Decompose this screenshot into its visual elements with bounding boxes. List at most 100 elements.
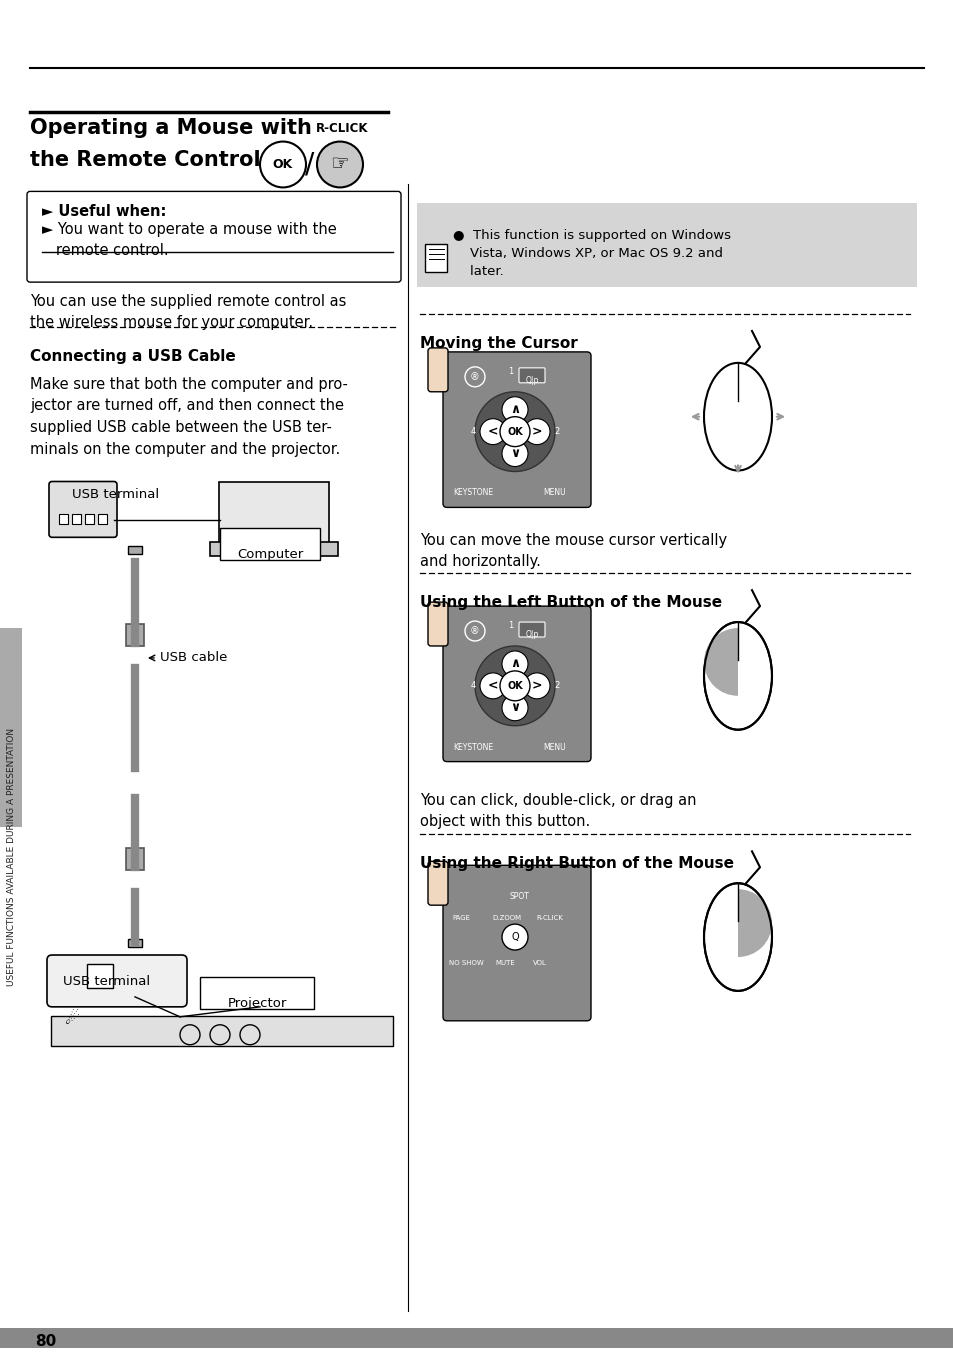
Text: 4: 4	[470, 427, 476, 437]
Text: 4: 4	[470, 681, 476, 691]
Text: 80: 80	[35, 1334, 56, 1349]
Ellipse shape	[703, 883, 771, 991]
Text: D.ZOOM: D.ZOOM	[492, 915, 520, 921]
Circle shape	[475, 392, 555, 472]
FancyBboxPatch shape	[51, 1015, 393, 1045]
Text: R-CLICK: R-CLICK	[315, 122, 368, 135]
Circle shape	[499, 416, 530, 446]
Text: ☄: ☄	[65, 1010, 79, 1028]
Text: 2: 2	[554, 681, 558, 691]
Text: ®: ®	[470, 372, 479, 381]
FancyBboxPatch shape	[220, 529, 319, 560]
Ellipse shape	[703, 622, 771, 730]
FancyBboxPatch shape	[85, 514, 94, 525]
FancyBboxPatch shape	[128, 546, 142, 554]
FancyBboxPatch shape	[87, 964, 112, 988]
FancyBboxPatch shape	[442, 865, 590, 1021]
Circle shape	[501, 396, 527, 423]
Wedge shape	[738, 890, 771, 957]
FancyBboxPatch shape	[219, 483, 329, 545]
Circle shape	[499, 671, 530, 700]
Text: Q|p: Q|p	[525, 376, 538, 385]
Text: USEFUL FUNCTIONS AVAILABLE DURING A PRESENTATION: USEFUL FUNCTIONS AVAILABLE DURING A PRES…	[7, 727, 15, 986]
FancyBboxPatch shape	[428, 861, 448, 906]
Text: Moving the Cursor: Moving the Cursor	[419, 335, 578, 352]
Text: 2: 2	[554, 427, 558, 437]
Text: SPOT: SPOT	[509, 892, 528, 902]
FancyBboxPatch shape	[27, 192, 400, 283]
Text: USB terminal: USB terminal	[71, 488, 159, 502]
Text: KEYSTONE: KEYSTONE	[453, 488, 493, 498]
Circle shape	[501, 441, 527, 466]
Text: >: >	[531, 425, 541, 438]
Text: Using the Left Button of the Mouse: Using the Left Button of the Mouse	[419, 595, 721, 610]
Wedge shape	[703, 629, 738, 696]
Text: Q|p: Q|p	[525, 630, 538, 639]
Text: 1: 1	[508, 366, 513, 376]
Text: USB terminal: USB terminal	[63, 975, 150, 988]
Circle shape	[479, 419, 505, 445]
Text: OK: OK	[507, 681, 522, 691]
Ellipse shape	[703, 362, 771, 470]
FancyBboxPatch shape	[424, 245, 447, 272]
Text: Connecting a USB Cable: Connecting a USB Cable	[30, 349, 235, 364]
FancyBboxPatch shape	[416, 203, 916, 287]
FancyBboxPatch shape	[126, 625, 144, 646]
Text: OK: OK	[273, 158, 293, 170]
FancyBboxPatch shape	[428, 347, 448, 392]
Text: >: >	[531, 679, 541, 692]
Text: ∧: ∧	[510, 657, 519, 671]
Text: Make sure that both the computer and pro-
jector are turned off, and then connec: Make sure that both the computer and pro…	[30, 377, 348, 457]
Text: ∧: ∧	[510, 403, 519, 416]
Text: You can move the mouse cursor vertically
and horizontally.: You can move the mouse cursor vertically…	[419, 533, 726, 569]
Circle shape	[479, 673, 505, 699]
FancyBboxPatch shape	[442, 352, 590, 507]
Text: ☞: ☞	[331, 154, 349, 174]
Text: the Remote Control: the Remote Control	[30, 150, 260, 169]
FancyBboxPatch shape	[71, 514, 81, 525]
Text: USB cable: USB cable	[160, 650, 227, 664]
Text: VOL: VOL	[533, 960, 546, 965]
FancyBboxPatch shape	[200, 977, 314, 1009]
Text: 1: 1	[508, 621, 513, 630]
FancyBboxPatch shape	[47, 955, 187, 1007]
Text: ► Useful when:: ► Useful when:	[42, 204, 166, 219]
FancyBboxPatch shape	[442, 606, 590, 761]
FancyBboxPatch shape	[0, 629, 22, 827]
Circle shape	[523, 419, 550, 445]
Text: You can click, double-click, or drag an
object with this button.: You can click, double-click, or drag an …	[419, 792, 696, 829]
Text: Q: Q	[511, 932, 518, 942]
Circle shape	[501, 695, 527, 721]
FancyBboxPatch shape	[126, 848, 144, 871]
Circle shape	[475, 646, 555, 726]
Text: Using the Right Button of the Mouse: Using the Right Button of the Mouse	[419, 856, 733, 871]
Text: <: <	[487, 425, 497, 438]
Text: ®: ®	[470, 626, 479, 635]
Circle shape	[316, 142, 363, 188]
Text: <: <	[487, 679, 497, 692]
Text: OK: OK	[507, 427, 522, 437]
FancyBboxPatch shape	[59, 514, 68, 525]
FancyBboxPatch shape	[0, 1328, 953, 1348]
Text: KEYSTONE: KEYSTONE	[453, 742, 493, 752]
FancyBboxPatch shape	[518, 622, 544, 637]
FancyBboxPatch shape	[49, 481, 117, 537]
Text: R-CLICK: R-CLICK	[536, 915, 562, 921]
Text: ∨: ∨	[510, 448, 519, 460]
Text: /: /	[305, 150, 314, 178]
Text: MUTE: MUTE	[495, 960, 515, 965]
Text: Operating a Mouse with: Operating a Mouse with	[30, 118, 312, 138]
Text: Projector: Projector	[227, 996, 287, 1010]
FancyBboxPatch shape	[210, 542, 337, 556]
Text: Computer: Computer	[236, 549, 303, 561]
Text: MENU: MENU	[542, 488, 565, 498]
Text: ●  This function is supported on Windows
    Vista, Windows XP, or Mac OS 9.2 an: ● This function is supported on Windows …	[453, 230, 730, 279]
FancyBboxPatch shape	[128, 940, 142, 946]
Text: MENU: MENU	[542, 742, 565, 752]
Text: NO SHOW: NO SHOW	[449, 960, 483, 965]
Text: You can use the supplied remote control as
the wireless mouse for your computer.: You can use the supplied remote control …	[30, 295, 346, 330]
FancyBboxPatch shape	[98, 514, 107, 525]
Circle shape	[523, 673, 550, 699]
Text: PAGE: PAGE	[452, 915, 470, 921]
FancyBboxPatch shape	[518, 368, 544, 383]
